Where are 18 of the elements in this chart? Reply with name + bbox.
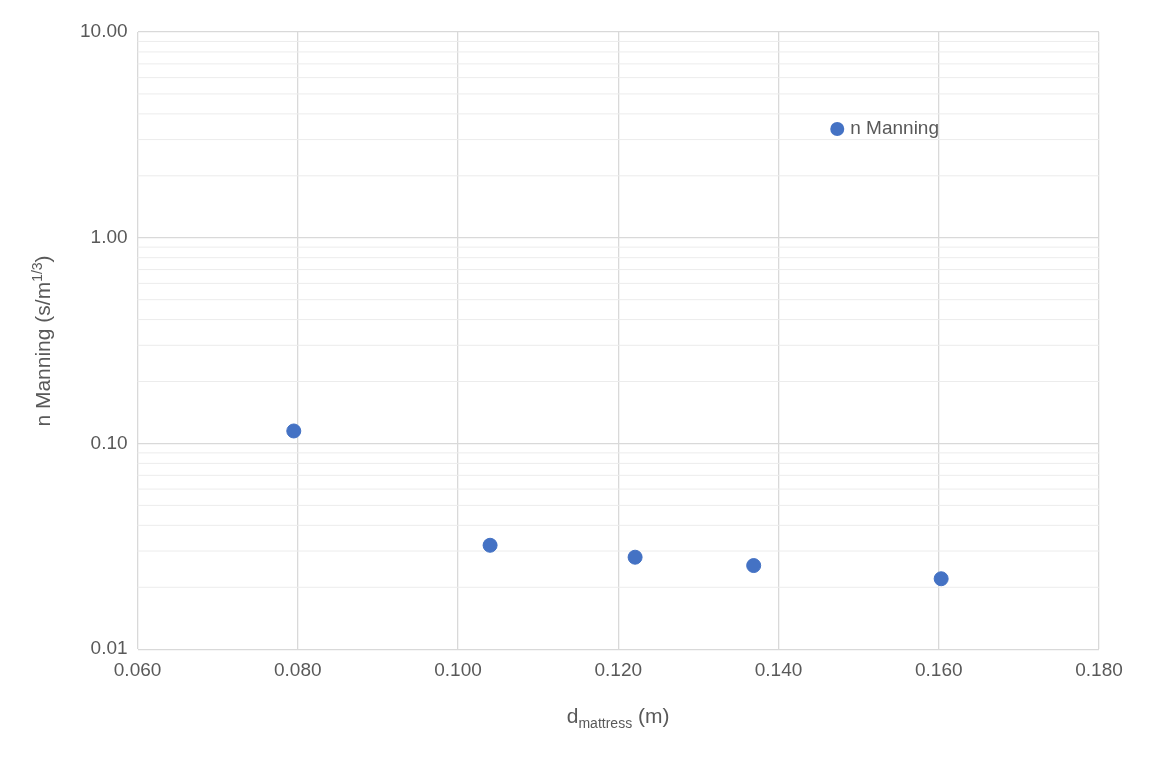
point (482, 537, 498, 553)
x-tick-label: 0.120 (594, 658, 643, 680)
x-tick-label: 0.180 (1075, 658, 1123, 680)
x-tick-label: 0.140 (754, 658, 803, 680)
y-tick-label: 0.01 (90, 637, 128, 659)
x-axis-title: d$_{mattress}$ (m) (566, 704, 670, 732)
x-tick-label: 0.160 (914, 658, 963, 680)
point (933, 571, 949, 587)
y-tick-label: 10.00 (80, 20, 128, 42)
x-tick-label: 0.080 (274, 658, 322, 680)
point (627, 549, 643, 565)
y-tick-label: 1.00 (90, 225, 128, 247)
legend-label: n Manning (850, 117, 940, 139)
y-tick-label: 0.10 (90, 431, 128, 453)
x-tick-label: 0.060 (113, 658, 162, 680)
point (746, 558, 762, 574)
x-tick-label: 0.100 (434, 658, 482, 680)
point (286, 423, 302, 439)
